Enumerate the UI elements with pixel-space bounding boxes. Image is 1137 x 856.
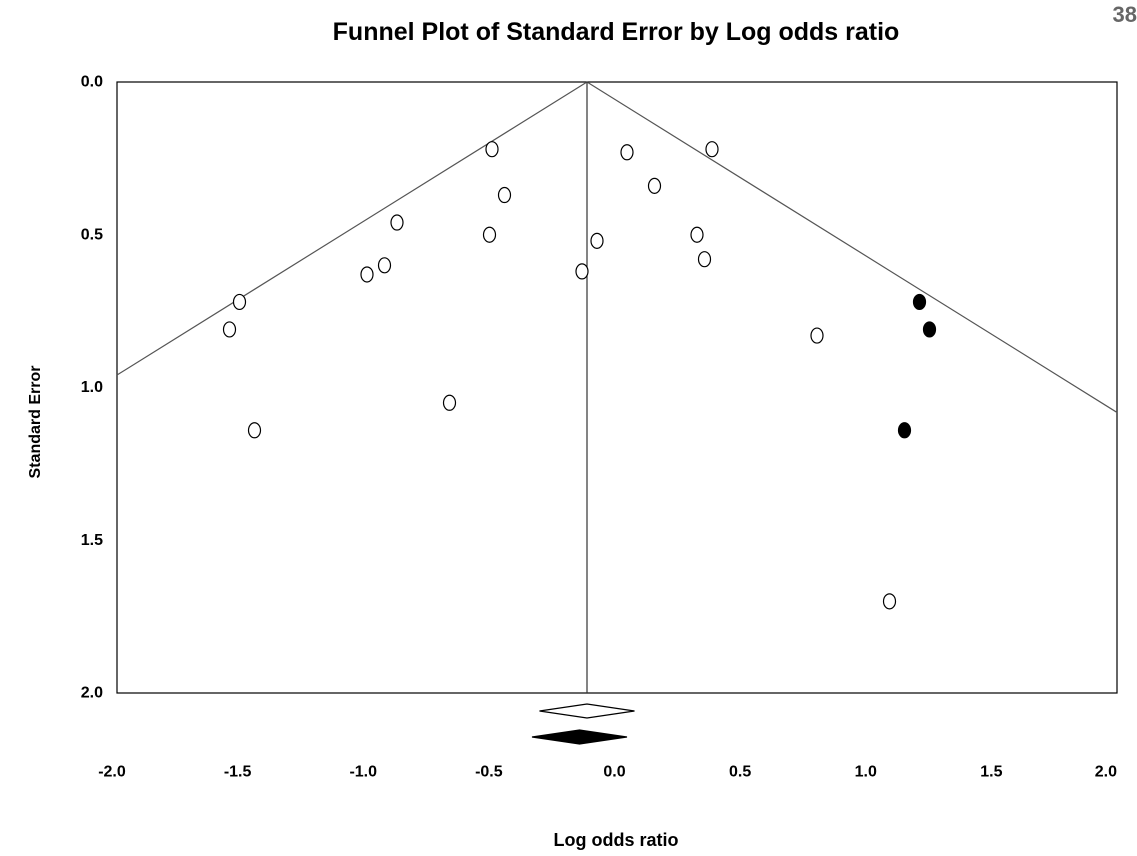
x-tick-label: -0.5 <box>475 764 503 781</box>
summary-diamonds <box>531 703 635 745</box>
study-point <box>647 177 662 194</box>
study-point <box>690 226 704 243</box>
study-point <box>485 141 499 158</box>
study-point <box>882 593 897 610</box>
chart-title: Funnel Plot of Standard Error by Log odd… <box>333 18 900 46</box>
study-point <box>222 321 237 338</box>
imputed-study-point <box>922 321 937 338</box>
plot-frame <box>116 81 1118 694</box>
study-point <box>620 144 634 161</box>
observed-summary-diamond <box>539 703 635 719</box>
funnel-lines <box>116 81 1118 693</box>
study-point <box>705 141 719 158</box>
y-axis-label: Standard Error <box>27 366 44 479</box>
study-point <box>482 226 497 243</box>
study-point <box>360 266 374 283</box>
data-points <box>222 141 937 610</box>
study-point <box>697 251 712 268</box>
study-point <box>390 214 404 231</box>
study-point <box>442 394 457 411</box>
y-tick-label: 1.5 <box>81 532 103 549</box>
x-tick-label: 0.5 <box>729 764 751 781</box>
imputed-study-point <box>912 293 927 311</box>
x-tick-label: -1.0 <box>349 764 377 781</box>
study-point <box>497 186 512 204</box>
x-tick-label: -1.5 <box>224 764 252 781</box>
study-point <box>810 327 824 344</box>
plot-area: 0.0 0.5 1.0 1.5 2.0 -2.0 -1.5 -1.0 -0.5 0.0 0.5 1.… <box>81 74 1118 781</box>
y-tick-label: 2.0 <box>81 685 103 702</box>
x-tick-label: 1.5 <box>980 764 1002 781</box>
adjusted-summary-diamond <box>531 729 628 745</box>
study-point <box>247 422 262 439</box>
y-tick-label: 0.0 <box>81 74 103 91</box>
page-number: 38 <box>1113 2 1137 27</box>
funnel-left-line <box>116 81 588 376</box>
x-tick-label: 1.0 <box>855 764 877 781</box>
x-tick-label: 0.0 <box>603 764 625 781</box>
study-point <box>590 232 604 249</box>
study-point <box>575 263 589 280</box>
x-tick-labels: -2.0 -1.5 -1.0 -0.5 0.0 0.5 1.0 1.5 2.0 <box>98 764 1117 781</box>
y-tick-labels: 0.0 0.5 1.0 1.5 2.0 <box>81 74 103 702</box>
x-tick-label: 2.0 <box>1095 764 1117 781</box>
y-tick-label: 1.0 <box>81 379 103 396</box>
x-axis-label: Log odds ratio <box>554 830 679 850</box>
funnel-right-line <box>586 81 1118 413</box>
imputed-study-point <box>897 422 912 439</box>
y-tick-label: 0.5 <box>81 226 103 243</box>
study-point <box>377 257 392 274</box>
x-tick-label: -2.0 <box>98 764 126 781</box>
study-point <box>232 293 247 311</box>
